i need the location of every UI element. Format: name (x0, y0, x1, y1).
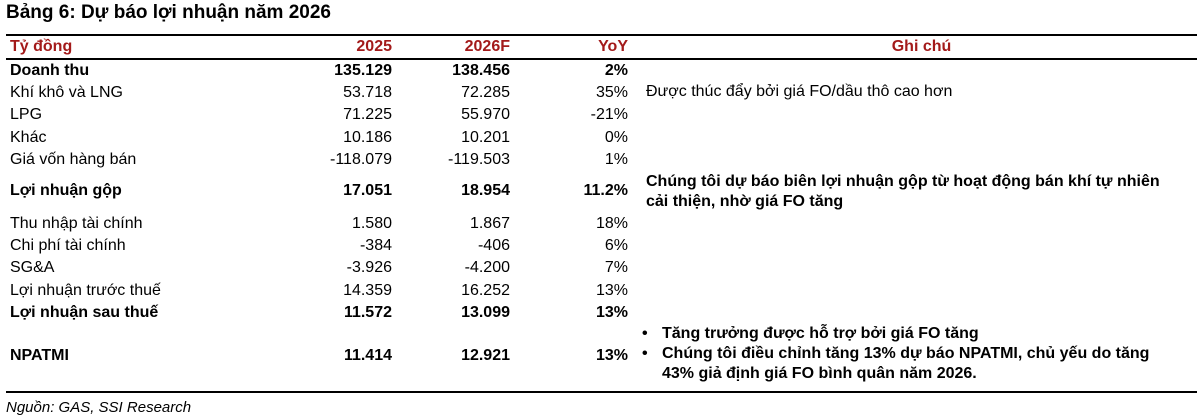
value-2025: 14.359 (343, 282, 392, 299)
value-2025: -384 (359, 237, 392, 254)
row-label: LPG (10, 106, 43, 123)
value-yoy: 13% (595, 347, 628, 364)
value-2026f: -406 (477, 237, 510, 254)
row-label: Lợi nhuận sau thuế (10, 304, 159, 321)
top-rule (6, 34, 1197, 36)
value-2025: -3.926 (346, 259, 392, 276)
note-khi-kho: Được thúc đẩy bởi giá FO/dầu thô cao hơn (646, 83, 953, 100)
row-label: Khí khô và LNG (10, 84, 123, 101)
row-label: NPATMI (10, 347, 69, 364)
bottom-rule (6, 391, 1197, 393)
value-2025: -118.079 (330, 151, 392, 168)
value-2025: 71.225 (343, 106, 392, 123)
header-yoy: YoY (598, 38, 628, 55)
bullet-icon: • (642, 325, 648, 342)
bullet-icon: • (642, 345, 648, 362)
row-label: Doanh thu (10, 62, 90, 79)
value-2025: 11.572 (343, 304, 392, 321)
row-label: Khác (10, 129, 47, 146)
row-label: Thu nhập tài chính (10, 215, 143, 232)
value-2026f: 1.867 (469, 215, 510, 232)
value-2026f: -119.503 (448, 151, 510, 168)
value-2026f: 10.201 (461, 129, 510, 146)
row-label: Giá vốn hàng bán (10, 151, 137, 168)
value-yoy: -21% (590, 106, 628, 123)
table-header: Tỷ đồng 2025 2026F YoY Ghi chú (6, 36, 1197, 58)
value-2025: 1.580 (351, 215, 392, 232)
row-label: Lợi nhuận gộp (10, 182, 122, 199)
value-yoy: 7% (604, 259, 628, 276)
value-2025: 10.186 (343, 129, 392, 146)
note-npatmi-text: Chúng tôi điều chỉnh tăng 13% dự báo NPA… (662, 345, 1150, 382)
row-label: SG&A (10, 259, 55, 276)
header-rule (6, 58, 1197, 60)
note-npatmi-item: • Tăng trưởng được hỗ trợ bởi giá FO tăn… (640, 324, 1185, 344)
header-unit: Tỷ đồng (10, 38, 73, 55)
note-npatmi-text: Tăng trưởng được hỗ trợ bởi giá FO tăng (662, 325, 979, 342)
note-npatmi-list: • Tăng trưởng được hỗ trợ bởi giá FO tăn… (640, 324, 1185, 384)
value-2026f: 12.921 (461, 347, 510, 364)
value-yoy: 1% (604, 151, 628, 168)
header-2025: 2025 (356, 38, 392, 55)
value-yoy: 35% (595, 84, 628, 101)
value-yoy: 2% (604, 62, 628, 79)
header-2026f: 2026F (464, 38, 510, 55)
value-2026f: 16.252 (461, 282, 510, 299)
value-2026f: 138.456 (452, 62, 510, 79)
value-2026f: 72.285 (461, 84, 510, 101)
value-2025: 11.414 (343, 347, 392, 364)
value-yoy: 0% (604, 129, 628, 146)
value-yoy: 13% (595, 282, 628, 299)
value-2025: 17.051 (343, 182, 392, 199)
note-loi-nhuan-gop: Chúng tôi dự báo biên lợi nhuận gộp từ h… (646, 173, 1160, 210)
value-2026f: -4.200 (464, 259, 510, 276)
value-yoy: 18% (595, 215, 628, 232)
note-npatmi-item: • Chúng tôi điều chỉnh tăng 13% dự báo N… (640, 344, 1185, 384)
row-label: Lợi nhuận trước thuế (10, 282, 161, 299)
row-label: Chi phí tài chính (10, 237, 126, 254)
source-note: Nguồn: GAS, SSI Research (6, 399, 192, 416)
table-title: Bảng 6: Dự báo lợi nhuận năm 2026 (6, 2, 331, 23)
value-2026f: 18.954 (461, 182, 510, 199)
value-2026f: 55.970 (461, 106, 510, 123)
value-yoy: 13% (595, 304, 628, 321)
value-2026f: 13.099 (461, 304, 510, 321)
value-2025: 53.718 (343, 84, 392, 101)
value-yoy: 6% (604, 237, 628, 254)
header-note: Ghi chú (891, 38, 952, 55)
value-2025: 135.129 (334, 62, 392, 79)
value-yoy: 11.2% (583, 182, 628, 199)
